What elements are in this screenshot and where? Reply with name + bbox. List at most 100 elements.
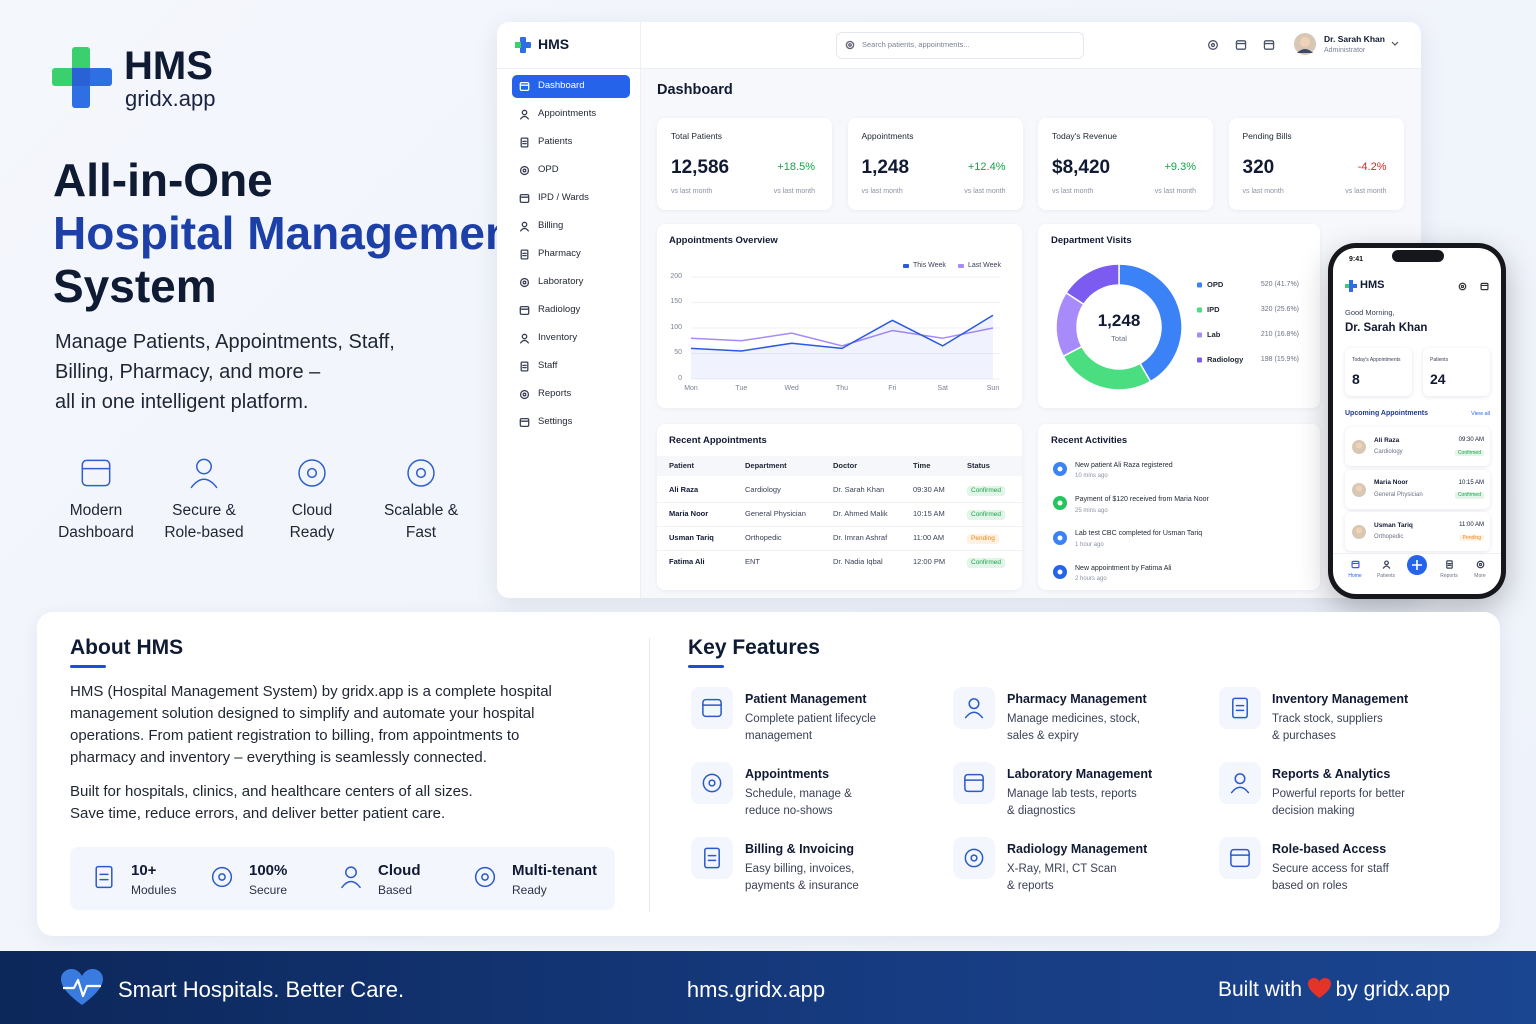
footer-built: Built with [1217,977,1302,1001]
icon-shape [704,847,720,869]
icon-shape [211,866,233,888]
y-tick-label: 0 [678,374,682,382]
table-cell: Ali Raza [669,485,699,495]
table-cell: Fatima Ali [669,557,705,567]
feature-description: reduce no-shows [745,804,833,817]
activity-text: New patient Ali Raza registered [1075,461,1173,469]
stat-note: vs last month [1154,187,1196,195]
stat-note: vs last month [671,187,713,195]
phone-patient: Usman Tariq [1374,521,1413,529]
icon-shape [1350,560,1360,568]
icon-shape [95,865,113,889]
user-name: Dr. Sarah Khan [1324,33,1385,44]
icon-shape [1478,562,1482,566]
phone-tab: Patients [1376,572,1396,579]
icon-shape [1208,40,1218,50]
icon-shape [522,168,526,172]
icon [1230,848,1250,868]
feature-title: Inventory Management [1272,692,1409,707]
search-placeholder: Search patients, appointments... [862,40,970,50]
about-stat-value: 100% [249,861,288,879]
legend-swatch [958,264,964,268]
icon-shape [306,467,318,479]
feature-icon-bg [953,837,995,879]
icon-shape [519,193,529,203]
activity-icon [1053,496,1067,511]
footer-love-icon [1308,978,1331,998]
phone-time-slot: 09:30 AM [1458,437,1484,444]
stat-label: Appointments [861,130,914,141]
icon [1476,560,1484,568]
icon [341,866,361,889]
stat-card [1228,118,1404,210]
dashboard-logo-text: HMS [538,36,570,53]
stat-note: vs last month [861,187,903,195]
avatar-face [1300,37,1310,47]
icon [1230,773,1250,794]
activity-icon-dot [1057,500,1063,506]
icon [964,773,984,793]
icon-shape [218,873,226,881]
activity-title: Recent Activities [1051,435,1128,447]
phone-avatar [1352,440,1366,454]
highlight-label: Modern [69,502,123,520]
series-line [690,314,994,352]
icon-shape [521,333,527,339]
icon-shape [1263,40,1275,50]
table-cell: Dr. Ahmed Malik [833,509,888,519]
avatar-body [1297,49,1313,53]
table-header-bg [657,456,1022,476]
logo-part [515,42,521,48]
icon-shape [964,848,984,868]
icon-shape [520,360,528,372]
donut-center-label: Total [1111,334,1127,344]
feature-icon-bg [691,837,733,879]
legend-label: IPD [1207,305,1220,315]
fab-plus [1412,560,1422,570]
brand-domain: gridx.app [125,86,216,112]
about-text: operations. From patient registration to… [70,726,520,744]
pulse-line [63,978,101,998]
donut-chart [1055,263,1202,391]
feature-description: & diagnostics [1007,804,1076,817]
icon [1232,697,1248,719]
about-stat-value: 10+ [131,861,157,879]
phone-tab: More [1474,572,1486,579]
phone-patient: Ali Raza [1374,436,1400,444]
legend-label: Radiology [1207,355,1244,365]
icon-shape [964,711,984,719]
highlight-label: Scalable & [383,502,459,520]
phone-section-title: Upcoming Appointments [1345,409,1428,417]
activity-text: Payment of $120 received from Maria Noor [1075,495,1209,503]
phone-tabbar-divider [1333,553,1501,554]
stat-note: vs last month [1052,187,1094,195]
feature-description: based on roles [1272,879,1348,892]
phone-view-all: View all [1471,410,1490,417]
phone-stat-value: 24 [1430,371,1446,388]
stat-value: 1,248 [861,157,910,179]
features-title: Key Features [688,635,820,659]
phone-appointment-card [1345,427,1490,466]
activity-time: 25 mins ago [1075,507,1108,514]
icon-shape [521,221,527,227]
icon [1350,560,1360,568]
icon [1263,40,1275,50]
icon [520,248,528,260]
table-cell: Dr. Nadia Iqbal [833,557,883,567]
icon-shape [519,305,529,315]
legend-value: 210 (16.8%) [1260,330,1299,338]
title-underline [70,665,106,668]
icon-shape [519,165,529,175]
activity-card [1038,424,1320,590]
feature-icon-bg [953,762,995,804]
icon-shape [964,773,984,793]
nav-item: Patients [538,136,573,148]
activity-time: 10 mins ago [1075,473,1108,480]
stat-value: 12,586 [671,157,730,179]
about-text: pharmacy and inventory – everything is s… [70,748,487,766]
icon [1235,40,1247,50]
nav-item: Laboratory [538,276,584,288]
legend-swatch [1197,307,1202,313]
status-badge: Pending [967,533,999,545]
phone-stat-label: Patients [1430,356,1449,363]
